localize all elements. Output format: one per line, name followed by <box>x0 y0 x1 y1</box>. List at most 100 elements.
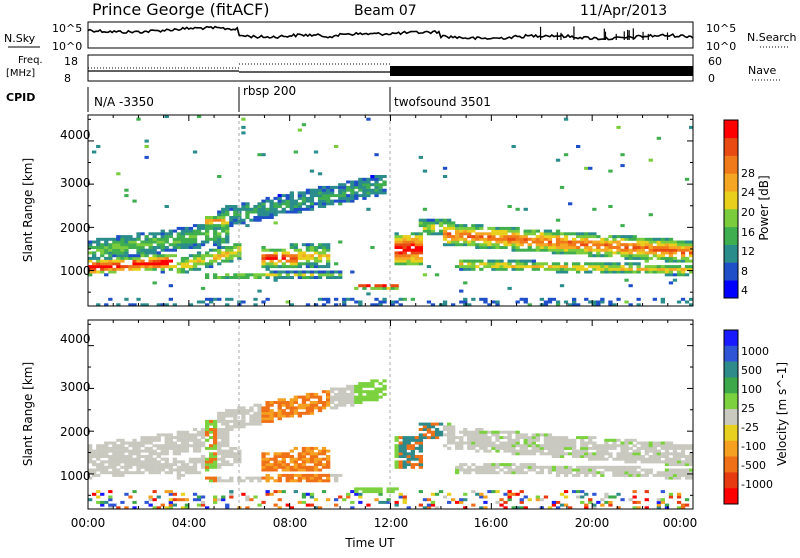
power-cell <box>543 267 549 271</box>
power-cell <box>132 267 137 271</box>
power-cell <box>108 297 113 301</box>
noise-sky-line <box>87 25 694 41</box>
power-cell <box>277 202 282 206</box>
velocity-cell <box>225 506 230 510</box>
velocity-cell <box>269 468 274 472</box>
power-cell <box>507 240 512 244</box>
power-cell <box>459 267 464 271</box>
power-cell <box>253 276 258 279</box>
power-cell <box>491 265 496 269</box>
power-cell <box>394 254 399 258</box>
velocity-cell <box>221 438 226 442</box>
power-cell <box>596 240 601 244</box>
velocity-cell <box>689 444 694 448</box>
velocity-cell <box>277 398 282 402</box>
velocity-cell <box>467 465 472 469</box>
power-cell <box>309 262 315 266</box>
velocity-cell <box>672 457 678 461</box>
power-cell <box>200 240 206 244</box>
velocity-cell <box>531 446 536 450</box>
power-cell <box>382 286 387 290</box>
power-cell <box>217 224 222 228</box>
power-cell <box>342 303 347 307</box>
velocity-cell <box>301 449 307 453</box>
velocity-cell <box>156 444 161 448</box>
velocity-cell <box>136 471 141 475</box>
power-cell <box>636 270 641 274</box>
velocity-cell <box>164 490 169 494</box>
power-cell <box>499 246 504 249</box>
velocity-cell <box>209 455 214 458</box>
velocity-cell <box>503 436 508 440</box>
velocity-cell <box>362 395 367 399</box>
power-cell <box>418 246 423 249</box>
power-cell <box>229 254 234 258</box>
power-cell <box>196 262 202 266</box>
power-cell <box>140 262 145 266</box>
velocity-cell <box>568 444 573 448</box>
power-cell <box>257 216 262 219</box>
velocity-cell <box>108 498 113 502</box>
power-cell <box>124 243 129 247</box>
power-cell <box>680 254 686 258</box>
velocity-cell <box>455 436 460 440</box>
velocity-cell <box>406 446 411 450</box>
velocity-cell <box>620 473 625 477</box>
velocity-cell <box>394 444 399 448</box>
noise-panel: N.Sky 10^5 10^0 10^5 10^0 N.Search <box>4 21 797 53</box>
power-cell <box>430 224 436 228</box>
velocity-cell <box>539 446 544 450</box>
velocity-cell <box>144 438 149 442</box>
power-cell <box>491 232 496 236</box>
power-cell <box>547 237 553 241</box>
velocity-cell <box>402 460 407 464</box>
beam-title: Beam 07 <box>354 3 417 19</box>
velocity-cell <box>600 449 605 453</box>
velocity-cell <box>273 411 278 415</box>
power-cell <box>289 196 294 200</box>
velocity-cell <box>628 455 633 458</box>
power-cell <box>426 229 432 233</box>
velocity-cell <box>620 455 625 458</box>
power-cell <box>96 145 101 148</box>
velocity-cell <box>273 455 278 458</box>
power-cell <box>608 246 613 249</box>
power-cell <box>656 265 661 269</box>
velocity-cell <box>576 490 581 494</box>
velocity-cell <box>305 392 311 396</box>
power-cell <box>205 303 210 307</box>
power-cell <box>394 243 399 247</box>
velocity-colorbar-swatch <box>724 440 738 457</box>
cpid-segment-1: rbsp 200 <box>243 84 296 98</box>
velocity-cell <box>535 495 540 499</box>
velocity-cell <box>221 498 226 502</box>
velocity-cell <box>116 446 121 450</box>
velocity-cell <box>491 446 496 450</box>
power-cell <box>616 265 621 269</box>
velocity-cell <box>672 460 678 464</box>
power-cell <box>563 267 569 271</box>
power-cell <box>342 183 347 187</box>
power-cell <box>676 270 682 274</box>
velocity-cell <box>293 457 298 461</box>
power-cell <box>495 240 500 244</box>
power-cell <box>168 254 173 258</box>
power-cell <box>136 265 141 269</box>
velocity-cell <box>584 444 589 448</box>
velocity-cell <box>321 403 327 407</box>
velocity-cell <box>563 490 569 494</box>
power-cell <box>551 243 557 247</box>
velocity-cell <box>285 468 290 472</box>
velocity-cell <box>305 465 311 469</box>
power-cell <box>326 188 331 192</box>
velocity-cell <box>237 411 242 415</box>
power-cell <box>132 237 137 241</box>
velocity-cell <box>656 449 661 453</box>
velocity-cell <box>301 468 307 472</box>
velocity-cell <box>358 382 363 386</box>
power-cell <box>354 183 359 187</box>
velocity-cell <box>656 471 661 475</box>
power-cell <box>346 297 351 301</box>
power-cell <box>648 158 653 162</box>
velocity-cell <box>378 382 383 386</box>
